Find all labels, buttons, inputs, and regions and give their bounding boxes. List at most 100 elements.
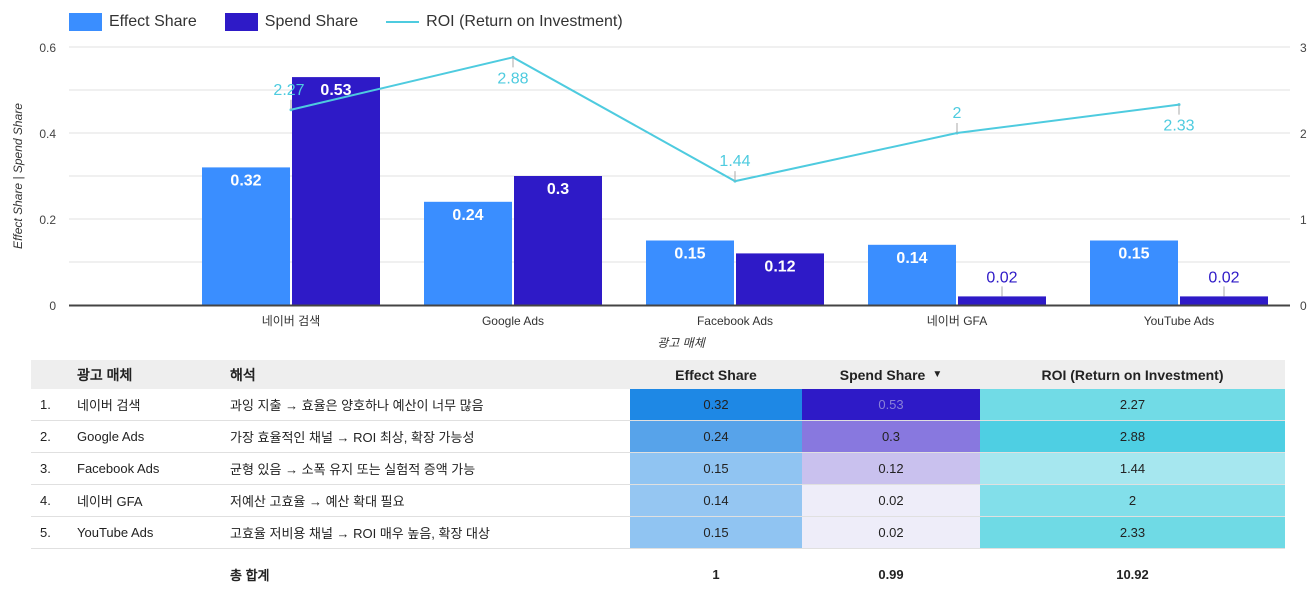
row-effect-share: 0.24 bbox=[630, 421, 802, 452]
bar-data-label: 0.15 bbox=[1118, 246, 1149, 263]
y-tick-label: 0.4 bbox=[39, 127, 56, 141]
table-row[interactable]: 1. 네이버 검색 과잉 지출 → 효율은 양호하나 예산이 너무 많음 0.32 0.… bbox=[31, 389, 1285, 421]
roi-data-label: 2.88 bbox=[497, 70, 528, 87]
row-media: Facebook Ads bbox=[77, 461, 160, 476]
bar-data-label: 0.02 bbox=[1208, 269, 1239, 286]
roi-data-label: 2.27 bbox=[273, 82, 304, 99]
legend-label-effect-share: Effect Share bbox=[109, 13, 197, 30]
bar-effect-share bbox=[868, 244, 956, 305]
sort-descending-icon[interactable]: ▼ bbox=[932, 369, 943, 380]
row-spend-share: 0.3 bbox=[802, 421, 980, 452]
bar-spend-share bbox=[958, 296, 1046, 305]
row-interpretation: 균형 있음 → 소폭 유지 또는 실험적 증액 가능 bbox=[230, 462, 476, 477]
bar-spend-share bbox=[736, 253, 824, 305]
totals-label: 총 합계 bbox=[230, 567, 270, 583]
y-axis-title: Effect Share | Spend Share bbox=[11, 103, 25, 249]
table-row[interactable]: 3. Facebook Ads 균형 있음 → 소폭 유지 또는 실험적 증액 가능… bbox=[31, 453, 1285, 485]
table-row[interactable]: 4. 네이버 GFA 저예산 고효율 → 예산 확대 필요 0.14 0.02 2 bbox=[31, 485, 1285, 517]
row-media: YouTube Ads bbox=[77, 525, 154, 540]
roi-data-label: 2.33 bbox=[1163, 118, 1194, 135]
row-interpretation: 저예산 고효율 → 예산 확대 필요 bbox=[230, 494, 405, 509]
bar-data-label: 0.53 bbox=[320, 82, 351, 99]
roi-data-label: 1.44 bbox=[719, 153, 750, 170]
x-axis: 네이버 검색 Google Ads Facebook Ads 네이버 GFA YouTu… bbox=[262, 314, 1215, 328]
header-spend-share[interactable]: Spend Share ▼ bbox=[802, 360, 980, 389]
media-table: 광고 매체 해석 Effect Share Spend Share ▼ ROI … bbox=[31, 360, 1285, 593]
legend-item-roi[interactable]: ROI (Return on Investment) bbox=[386, 13, 623, 31]
row-media: 네이버 검색 bbox=[77, 398, 141, 413]
bar-effect-share bbox=[424, 201, 512, 305]
y2-tick-label: 1 bbox=[1300, 213, 1307, 227]
row-roi: 2.33 bbox=[980, 517, 1285, 548]
row-media: Google Ads bbox=[77, 429, 145, 444]
row-effect-share: 0.15 bbox=[630, 517, 802, 548]
legend-item-spend-share[interactable]: Spend Share bbox=[224, 13, 359, 31]
header-interpretation[interactable]: 해석 bbox=[230, 366, 256, 383]
x-tick-label: Facebook Ads bbox=[697, 314, 773, 328]
bar-data-label: 0.24 bbox=[452, 207, 483, 224]
row-roi: 2.88 bbox=[980, 421, 1285, 452]
legend-label-spend-share: Spend Share bbox=[264, 13, 359, 30]
totals-effect-share: 1 bbox=[712, 566, 720, 582]
table-header-row: 광고 매체 해석 Effect Share Spend Share ▼ ROI … bbox=[31, 360, 1285, 389]
bar-data-label: 0.14 bbox=[896, 250, 927, 267]
header-roi[interactable]: ROI (Return on Investment) bbox=[1041, 366, 1224, 383]
x-tick-label: Google Ads bbox=[482, 314, 544, 328]
row-spend-share: 0.53 bbox=[802, 389, 980, 420]
legend-swatch-spend-share bbox=[224, 13, 258, 31]
combo-chart: 0 0.2 0.4 0.6 0 1 2 3 0.3 2 0.24 0.15 0.14 0.15 0.53… bbox=[11, 41, 1307, 350]
legend-swatch-roi bbox=[386, 21, 420, 23]
y2-tick-label: 3 bbox=[1300, 41, 1307, 55]
header-index bbox=[31, 360, 70, 389]
y2-tick-label: 2 bbox=[1300, 127, 1307, 141]
bar-spend-share bbox=[1180, 296, 1268, 305]
bars bbox=[202, 77, 1268, 305]
data-labels: 0.32 0.24 0.15 0.14 0.15 0.53 0.3 0.12 0.02 0.02 2… bbox=[230, 57, 1240, 297]
table-row[interactable]: 5. YouTube Ads 고효율 저비용 채널 → ROI 매우 높음, 확장 … bbox=[31, 517, 1285, 549]
y-axis-right: 0 1 2 3 bbox=[1300, 41, 1307, 313]
row-index: 2. bbox=[40, 429, 51, 444]
bar-data-label: 0.3 bbox=[547, 181, 569, 198]
row-interpretation: 가장 효율적인 채널 → ROI 최상, 확장 가능성 bbox=[230, 430, 475, 445]
x-tick-label: YouTube Ads bbox=[1144, 314, 1215, 328]
legend-item-effect-share[interactable]: Effect Share bbox=[69, 13, 197, 31]
bar-data-label: 0.15 bbox=[674, 246, 705, 263]
y-tick-label: 0 bbox=[49, 299, 56, 313]
bar-effect-share bbox=[646, 240, 734, 305]
legend-swatch-effect-share bbox=[69, 13, 102, 31]
row-roi: 2 bbox=[980, 485, 1285, 516]
header-effect-share[interactable]: Effect Share bbox=[675, 366, 757, 383]
row-roi: 1.44 bbox=[980, 453, 1285, 484]
bar-effect-share bbox=[202, 167, 290, 305]
table-totals-row: 총 합계 1 0.99 10.92 bbox=[31, 549, 1285, 593]
row-effect-share: 0.14 bbox=[630, 485, 802, 516]
row-spend-share: 0.02 bbox=[802, 517, 980, 548]
bar-data-label: 0.02 bbox=[986, 269, 1017, 286]
y-tick-label: 0.6 bbox=[39, 41, 56, 55]
row-spend-share: 0.02 bbox=[802, 485, 980, 516]
row-spend-share: 0.12 bbox=[802, 453, 980, 484]
y-tick-label: 0.2 bbox=[39, 213, 56, 227]
row-effect-share: 0.32 bbox=[630, 389, 802, 420]
chart-legend: Effect Share Spend Share ROI (Return on … bbox=[69, 11, 651, 33]
header-media[interactable]: 광고 매체 bbox=[77, 366, 133, 383]
bar-effect-share bbox=[1090, 240, 1178, 305]
totals-media bbox=[70, 549, 225, 593]
row-effect-share: 0.15 bbox=[630, 453, 802, 484]
row-index: 3. bbox=[40, 461, 51, 476]
totals-roi: 10.92 bbox=[1116, 566, 1149, 582]
totals-spend-share: 0.99 bbox=[878, 566, 904, 582]
y2-tick-label: 0 bbox=[1300, 299, 1307, 313]
totals-index bbox=[31, 549, 70, 593]
table-row[interactable]: 2. Google Ads 가장 효율적인 채널 → ROI 최상, 확장 가능성 0… bbox=[31, 421, 1285, 453]
row-index: 4. bbox=[40, 493, 51, 508]
row-index: 1. bbox=[40, 397, 51, 412]
y-axis-left: 0 0.2 0.4 0.6 bbox=[39, 41, 56, 313]
bar-spend-share bbox=[514, 176, 602, 305]
row-media: 네이버 GFA bbox=[77, 494, 143, 509]
roi-data-label: 2 bbox=[953, 105, 962, 122]
bar-data-label: 0.12 bbox=[764, 258, 795, 275]
x-tick-label: 네이버 GFA bbox=[927, 314, 987, 328]
row-roi: 2.27 bbox=[980, 389, 1285, 420]
table-body: 1. 네이버 검색 과잉 지출 → 효율은 양호하나 예산이 너무 많음 0.32 0.… bbox=[31, 389, 1285, 549]
